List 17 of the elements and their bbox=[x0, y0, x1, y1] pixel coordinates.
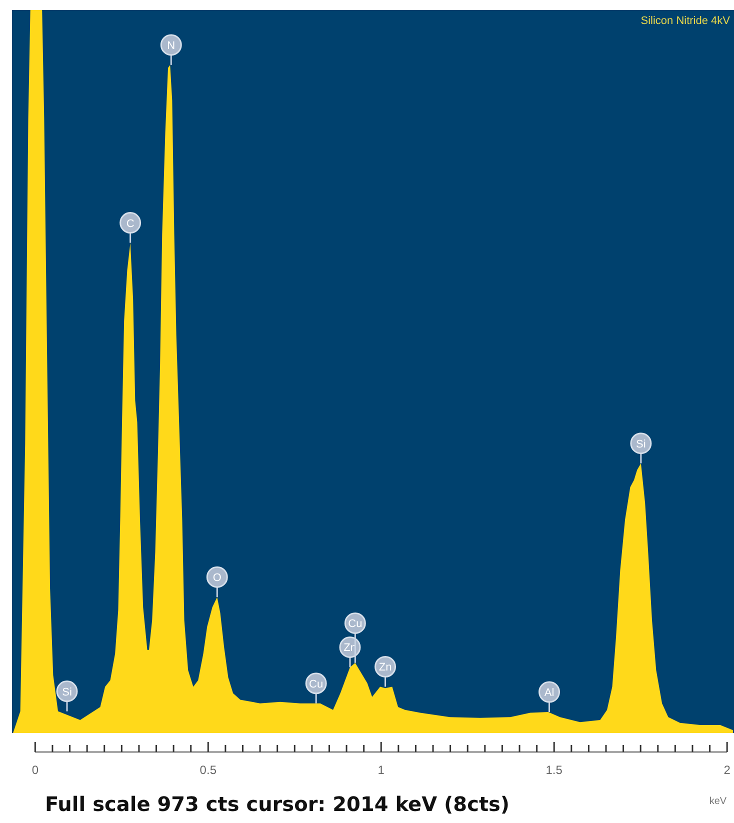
x-tick-label: 1 bbox=[378, 763, 385, 777]
annotation: O bbox=[212, 572, 222, 584]
annotation: Zn bbox=[378, 662, 392, 674]
annotation: Al bbox=[544, 687, 554, 700]
chart-title: Silicon Nitride 4kV bbox=[640, 15, 731, 27]
annotation: N bbox=[167, 40, 176, 52]
x-tick-label: 1.5 bbox=[546, 763, 563, 777]
x-axis-title: keV bbox=[709, 796, 727, 807]
x-tick-label: 0 bbox=[32, 763, 39, 777]
x-tick-label: 2 bbox=[724, 763, 731, 777]
annotation: Cu bbox=[348, 618, 362, 630]
annotation: C bbox=[126, 218, 134, 230]
x-tick-label: 0.5 bbox=[200, 763, 217, 777]
text: Full scale 973 cts cursor: 2014 keV (8cts) bbox=[45, 792, 510, 816]
annotation: Cu bbox=[309, 678, 324, 690]
annotation: Si bbox=[62, 686, 72, 698]
annotation: Si bbox=[636, 438, 646, 450]
